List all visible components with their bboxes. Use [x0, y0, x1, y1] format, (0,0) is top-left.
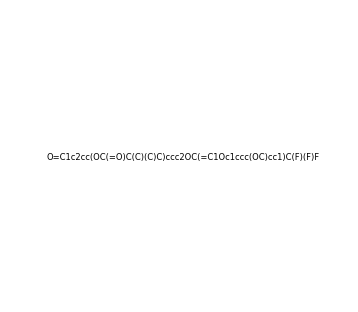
Text: O=C1c2cc(OC(=O)C(C)(C)C)ccc2OC(=C1Oc1ccc(OC)cc1)C(F)(F)F: O=C1c2cc(OC(=O)C(C)(C)C)ccc2OC(=C1Oc1ccc…: [47, 153, 320, 162]
